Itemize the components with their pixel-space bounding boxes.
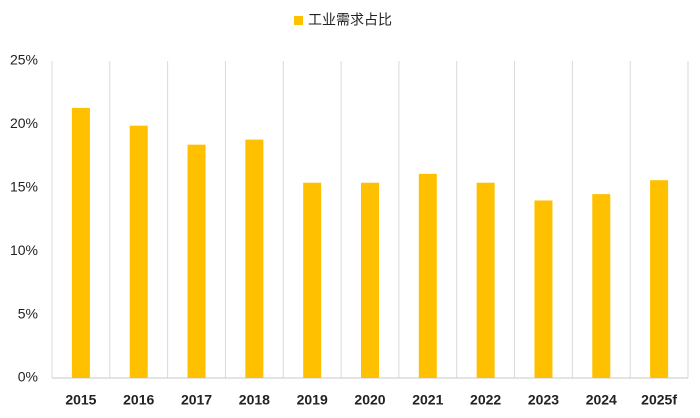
bar (650, 180, 669, 378)
bar (187, 144, 206, 378)
x-tick-label: 2025f (641, 392, 677, 408)
x-tick-label: 2015 (65, 392, 96, 408)
y-tick-label: 5% (18, 305, 38, 321)
bar (534, 200, 553, 378)
y-tick-label: 20% (10, 115, 38, 131)
bar (476, 182, 495, 378)
bar (418, 173, 437, 378)
x-tick-label: 2022 (470, 392, 501, 408)
legend: 工业需求占比 (294, 12, 392, 28)
x-tick-label: 2019 (297, 392, 328, 408)
x-tick-label: 2017 (181, 392, 212, 408)
bar (361, 182, 379, 378)
bar (592, 194, 611, 378)
x-tick-label: 2016 (123, 392, 154, 408)
x-tick-label: 2018 (239, 392, 270, 408)
legend-swatch (294, 16, 303, 25)
y-tick-label: 10% (10, 242, 38, 258)
bar (303, 182, 322, 378)
x-tick-label: 2021 (412, 392, 443, 408)
x-tick-label: 2024 (586, 392, 617, 408)
y-tick-label: 25% (10, 52, 38, 68)
bar (245, 139, 264, 378)
y-tick-label: 15% (10, 179, 38, 195)
bar (71, 107, 90, 378)
bar (129, 125, 148, 378)
legend-label: 工业需求占比 (308, 12, 392, 28)
y-tick-label: 0% (18, 369, 38, 385)
x-tick-label: 2023 (528, 392, 559, 408)
x-tick-label: 2020 (354, 392, 385, 408)
